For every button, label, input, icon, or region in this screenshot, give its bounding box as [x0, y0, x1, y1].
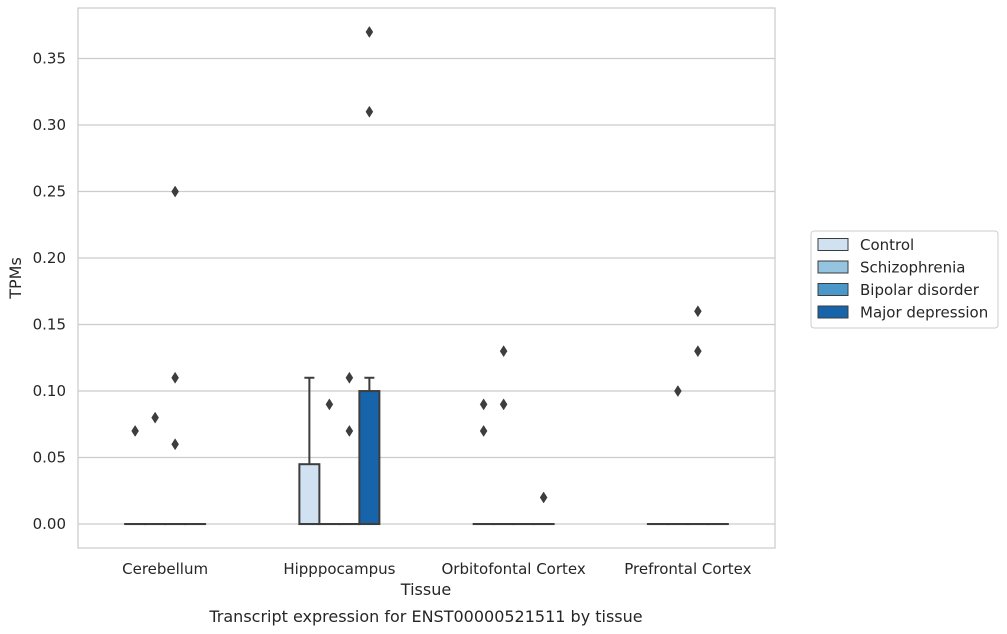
box-body [358, 390, 381, 526]
x-tick-label: Cerebellum [122, 560, 208, 578]
outlier-point [499, 345, 508, 358]
plot-background [78, 8, 775, 548]
box-body [298, 463, 321, 526]
legend-label: Control [860, 236, 914, 254]
outlier-point [694, 345, 702, 358]
outlier-point [539, 491, 548, 504]
box-control [298, 376, 321, 526]
y-tick-label: 0.00 [33, 515, 66, 533]
box-schizophrenia [318, 398, 341, 526]
legend-frame [810, 230, 999, 329]
outlier-point [345, 371, 354, 384]
y-tick-labels: 0.00 0.05 0.10 0.15 0.20 0.25 0.30 0.35 [33, 50, 66, 534]
outlier-point [674, 385, 682, 398]
outlier-point [479, 398, 488, 411]
y-axis-title: TPMs [6, 257, 25, 300]
legend: Control Schizophrenia Bipolar disorder Majo… [810, 230, 999, 329]
outlier-point [365, 25, 374, 38]
box-series [124, 25, 729, 526]
y-tick-label: 0.05 [33, 449, 66, 467]
outlier-point [171, 438, 179, 451]
outlier-point [171, 371, 179, 384]
outlier-point [365, 105, 374, 118]
outlier-point [479, 424, 488, 437]
box-major-depression [358, 25, 381, 526]
x-axis-title: Tissue [400, 580, 451, 599]
outlier-point [151, 411, 159, 424]
box-bipolar-disorder [164, 185, 187, 526]
y-tick-label: 0.20 [33, 249, 66, 267]
outlier-point [325, 398, 334, 411]
box-major-depression [532, 491, 555, 526]
x-tick-label: Hipppocampus [283, 560, 395, 578]
legend-swatch [817, 238, 849, 251]
x-tick-labels: Cerebellum Hipppocampus Orbitofontal Corte… [122, 560, 751, 578]
legend-label: Major depression [860, 304, 988, 322]
legend-swatch [817, 260, 849, 274]
legend-swatch [817, 305, 849, 319]
y-tick-label: 0.30 [33, 116, 66, 134]
outlier-point [499, 398, 508, 411]
grid-lines [78, 57, 775, 525]
outlier-point [345, 424, 354, 437]
legend-swatch [817, 283, 849, 296]
legend-label: Schizophrenia [860, 259, 965, 277]
y-tick-label: 0.15 [33, 316, 66, 334]
plot-frame [77, 7, 776, 549]
outlier-point [171, 185, 179, 198]
box-schizophrenia [492, 345, 515, 526]
outlier-point [694, 305, 702, 318]
y-tick-label: 0.25 [33, 183, 66, 201]
x-tick-label: Prefrontal Cortex [624, 560, 751, 578]
box-bipolar-disorder [686, 305, 709, 526]
x-tick-label: Orbitofontal Cortex [442, 560, 586, 578]
y-tick-label: 0.10 [33, 382, 66, 400]
figure-caption: Transcript expression for ENST0000052151… [208, 607, 642, 626]
legend-label: Bipolar disorder [860, 281, 980, 299]
outlier-point [131, 424, 139, 437]
y-tick-label: 0.35 [33, 50, 66, 68]
